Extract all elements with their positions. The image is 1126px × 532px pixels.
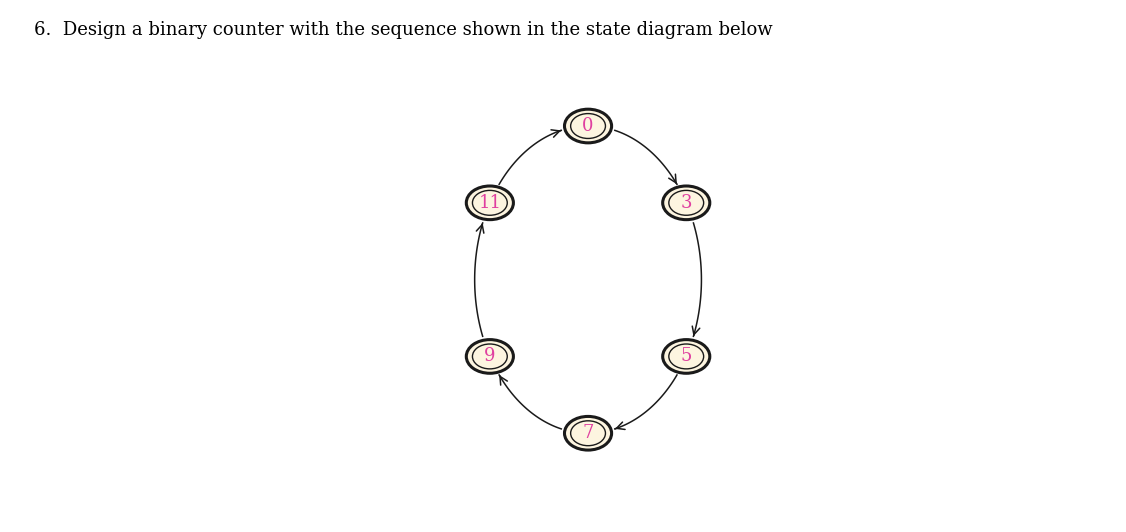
Ellipse shape: [669, 344, 704, 369]
Ellipse shape: [571, 421, 606, 446]
Ellipse shape: [663, 339, 709, 373]
Ellipse shape: [473, 344, 508, 369]
Text: 6.  Design a binary counter with the sequence shown in the state diagram below: 6. Design a binary counter with the sequ…: [34, 21, 772, 39]
Text: 5: 5: [680, 347, 692, 365]
Ellipse shape: [564, 109, 611, 143]
Ellipse shape: [564, 417, 611, 450]
Text: 7: 7: [582, 424, 593, 442]
Text: 0: 0: [582, 117, 593, 135]
Ellipse shape: [466, 339, 513, 373]
Ellipse shape: [663, 186, 709, 220]
Ellipse shape: [571, 113, 606, 138]
Text: 9: 9: [484, 347, 495, 365]
Ellipse shape: [473, 190, 508, 215]
Ellipse shape: [669, 190, 704, 215]
Ellipse shape: [466, 186, 513, 220]
Text: 11: 11: [479, 194, 501, 212]
Text: 3: 3: [680, 194, 692, 212]
